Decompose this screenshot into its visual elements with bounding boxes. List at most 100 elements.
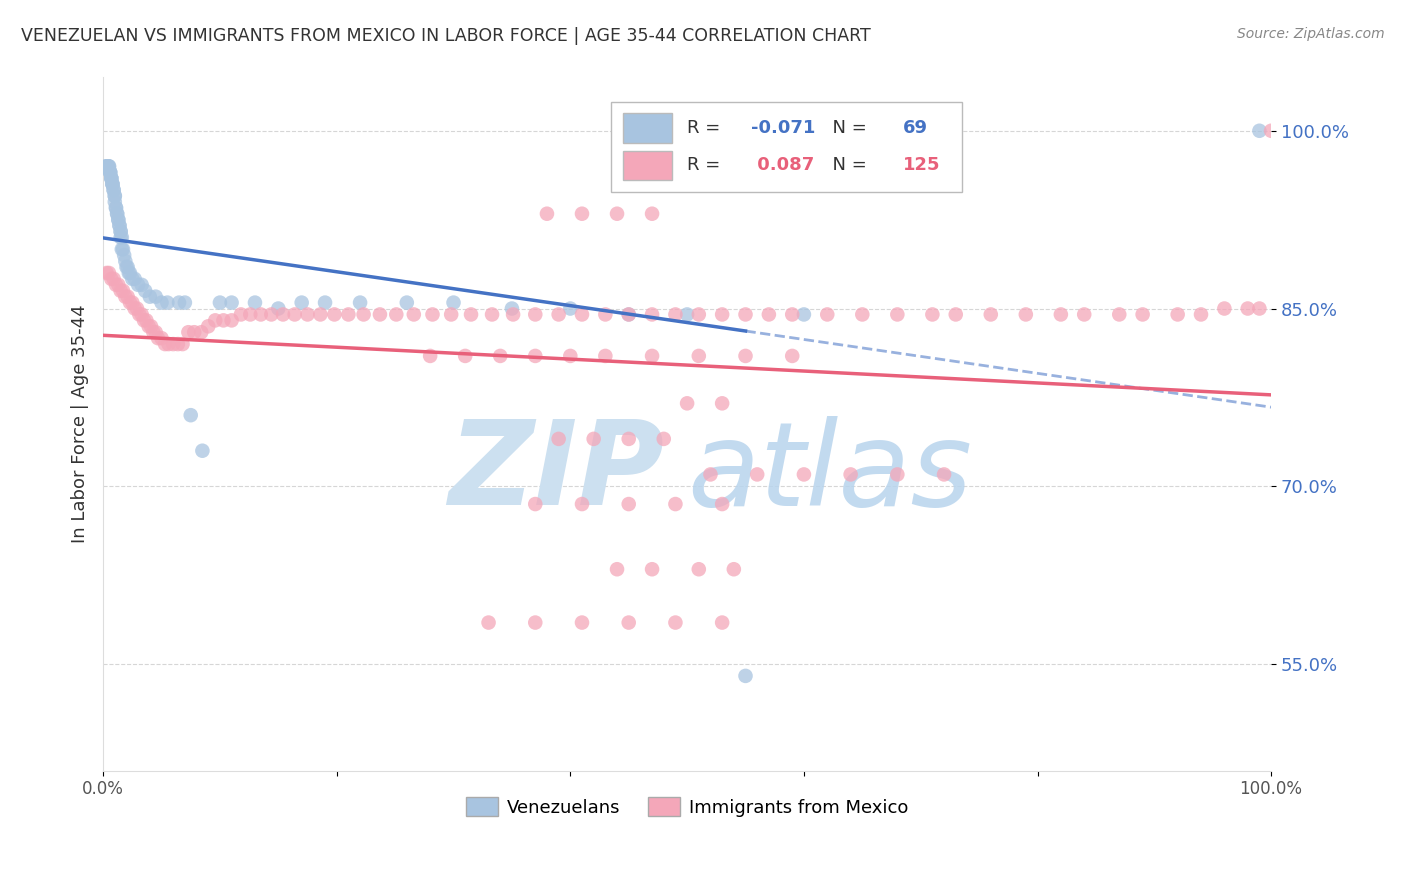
Point <box>108 219 131 233</box>
Point <box>110 225 132 239</box>
Point <box>121 272 143 286</box>
Point <box>101 177 124 191</box>
Point <box>641 349 664 363</box>
Point <box>1167 308 1189 322</box>
Point <box>571 497 593 511</box>
Point <box>94 159 117 173</box>
Point <box>103 183 125 197</box>
Point <box>142 325 165 339</box>
Point <box>167 337 190 351</box>
Point <box>104 201 127 215</box>
Point <box>118 266 141 280</box>
Point <box>111 242 134 256</box>
Point <box>1015 308 1038 322</box>
Point <box>177 325 200 339</box>
Point <box>150 295 173 310</box>
Point <box>793 308 815 322</box>
Point <box>886 308 908 322</box>
Point <box>368 308 391 322</box>
Point <box>221 295 243 310</box>
Point <box>100 171 122 186</box>
Point <box>103 183 125 197</box>
Point <box>139 290 162 304</box>
Point <box>128 308 150 322</box>
Point <box>617 615 640 630</box>
Point <box>180 408 202 422</box>
Text: 69: 69 <box>903 119 928 137</box>
Text: atlas: atlas <box>688 416 972 530</box>
Point <box>617 497 640 511</box>
Point <box>1213 301 1236 316</box>
Point <box>664 308 686 322</box>
Point <box>212 313 235 327</box>
FancyBboxPatch shape <box>612 102 962 192</box>
Point <box>105 207 128 221</box>
Point <box>267 301 290 316</box>
Point <box>153 337 176 351</box>
Point <box>921 308 943 322</box>
Point <box>536 207 558 221</box>
Point <box>980 308 1002 322</box>
Point <box>118 295 141 310</box>
Point <box>547 432 569 446</box>
Point <box>711 396 734 410</box>
Point <box>1249 124 1271 138</box>
Point <box>96 159 118 173</box>
Point <box>606 562 628 576</box>
Point <box>121 295 143 310</box>
Point <box>103 272 125 286</box>
Point <box>560 349 582 363</box>
Point <box>1260 124 1282 138</box>
Point <box>100 171 122 186</box>
Point <box>173 295 195 310</box>
Point <box>422 308 444 322</box>
Point <box>734 349 756 363</box>
Point <box>676 396 699 410</box>
Point <box>385 308 408 322</box>
Point <box>617 308 640 322</box>
Point <box>353 308 375 322</box>
Point <box>139 319 162 334</box>
Point <box>309 308 332 322</box>
FancyBboxPatch shape <box>623 151 672 180</box>
Point <box>699 467 721 482</box>
Point <box>815 308 838 322</box>
Point <box>454 349 477 363</box>
Text: -0.071: -0.071 <box>751 119 815 137</box>
Point <box>688 308 710 322</box>
Point <box>260 308 283 322</box>
Text: R =: R = <box>688 156 725 175</box>
Point <box>229 308 252 322</box>
Point <box>793 467 815 482</box>
Point <box>676 308 699 322</box>
Point <box>723 562 745 576</box>
Point <box>146 331 169 345</box>
Point <box>582 432 605 446</box>
Point <box>98 165 121 179</box>
Point <box>96 266 118 280</box>
Point <box>524 615 547 630</box>
Text: N =: N = <box>821 119 873 137</box>
Point <box>489 349 512 363</box>
Point <box>688 349 710 363</box>
Point <box>571 308 593 322</box>
Point <box>197 319 219 334</box>
Point <box>110 230 132 244</box>
Point <box>571 615 593 630</box>
Point <box>112 248 135 262</box>
Point <box>134 284 156 298</box>
Point <box>711 497 734 511</box>
Legend: Venezuelans, Immigrants from Mexico: Venezuelans, Immigrants from Mexico <box>458 790 915 824</box>
Point <box>111 284 134 298</box>
Point <box>243 295 266 310</box>
Point <box>108 219 131 233</box>
Point <box>100 171 122 186</box>
Point <box>1236 301 1258 316</box>
Point <box>481 308 503 322</box>
Point <box>747 467 769 482</box>
Point <box>208 295 231 310</box>
Point <box>945 308 967 322</box>
Point <box>110 284 132 298</box>
Point <box>124 301 146 316</box>
Point <box>104 201 127 215</box>
